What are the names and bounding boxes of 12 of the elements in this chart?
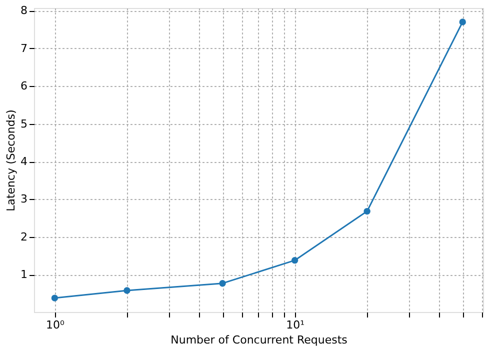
y-tick-label: 7 xyxy=(20,42,28,55)
y-tick-label: 4 xyxy=(20,155,28,168)
y-tick-label: 3 xyxy=(20,192,28,206)
x-tick-label: 10¹ xyxy=(286,318,304,332)
y-tick-label: 6 xyxy=(20,80,28,93)
x-axis-title: Number of Concurrent Requests xyxy=(170,334,348,346)
y-tick-label: 2 xyxy=(20,230,28,244)
y-axis-title: Latency (Seconds) xyxy=(4,110,18,212)
y-tick-label: 5 xyxy=(20,117,28,130)
x-tick-label: 10⁰ xyxy=(46,318,65,332)
y-tick-label: 8 xyxy=(20,4,28,18)
y-tick-label: 1 xyxy=(20,268,28,282)
